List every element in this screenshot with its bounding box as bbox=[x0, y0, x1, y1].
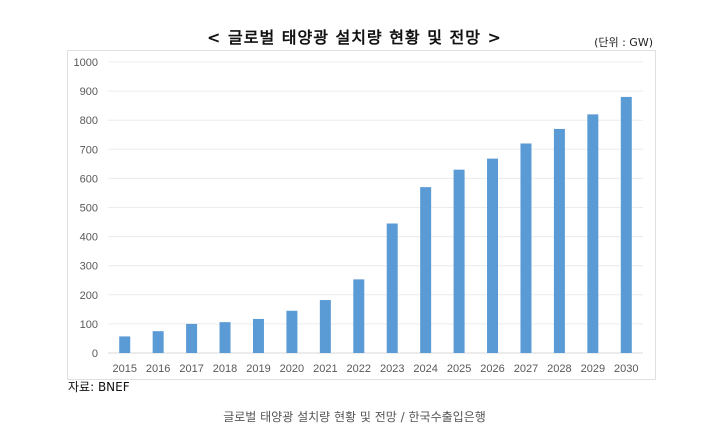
x-tick-label: 2015 bbox=[112, 363, 136, 375]
y-tick-label: 700 bbox=[80, 144, 98, 156]
bar bbox=[487, 158, 499, 353]
bar bbox=[453, 169, 465, 353]
unit-label: (단위 : GW) bbox=[594, 36, 653, 49]
y-tick-label: 100 bbox=[80, 319, 98, 331]
x-tick-label: 2019 bbox=[246, 363, 270, 375]
bar bbox=[520, 143, 532, 353]
x-tick-label: 2022 bbox=[347, 363, 371, 375]
x-tick-label: 2027 bbox=[514, 363, 538, 375]
bar bbox=[587, 114, 599, 353]
x-tick-label: 2016 bbox=[146, 363, 170, 375]
bar bbox=[186, 323, 198, 353]
x-tick-label: 2025 bbox=[447, 363, 471, 375]
bar bbox=[119, 336, 131, 353]
chart-frame bbox=[67, 50, 656, 380]
bar bbox=[553, 128, 565, 353]
bar bbox=[252, 318, 264, 353]
x-tick-label: 2018 bbox=[213, 363, 237, 375]
x-tick-label: 2020 bbox=[280, 363, 304, 375]
bar bbox=[353, 279, 365, 353]
x-tick-label: 2017 bbox=[179, 363, 203, 375]
chart-title: < 글로벌 태양광 설치량 현황 및 전망 > bbox=[207, 28, 502, 47]
bar bbox=[420, 187, 432, 353]
bar bbox=[620, 96, 632, 354]
y-tick-label: 1000 bbox=[74, 57, 98, 69]
y-tick-label: 0 bbox=[92, 348, 98, 360]
bar bbox=[219, 322, 231, 353]
x-tick-label: 2023 bbox=[380, 363, 404, 375]
x-tick-label: 2026 bbox=[480, 363, 504, 375]
x-tick-label: 2028 bbox=[547, 363, 571, 375]
y-tick-label: 800 bbox=[80, 115, 98, 127]
bar bbox=[386, 223, 398, 353]
y-tick-label: 400 bbox=[80, 232, 98, 244]
y-tick-label: 600 bbox=[80, 173, 98, 185]
x-tick-label: 2021 bbox=[313, 363, 337, 375]
x-tick-label: 2029 bbox=[581, 363, 605, 375]
bar bbox=[319, 300, 331, 353]
bar bbox=[152, 331, 164, 353]
y-tick-label: 300 bbox=[80, 261, 98, 273]
bar bbox=[286, 310, 298, 353]
y-tick-label: 200 bbox=[80, 290, 98, 302]
source-note: 자료: BNEF bbox=[68, 380, 130, 394]
y-tick-label: 900 bbox=[80, 86, 98, 98]
image-caption: 글로벌 태양광 설치량 현황 및 전망 / 한국수출입은행 bbox=[223, 410, 486, 424]
y-tick-label: 500 bbox=[80, 203, 98, 215]
x-tick-label: 2030 bbox=[614, 363, 638, 375]
x-tick-label: 2024 bbox=[413, 363, 437, 375]
